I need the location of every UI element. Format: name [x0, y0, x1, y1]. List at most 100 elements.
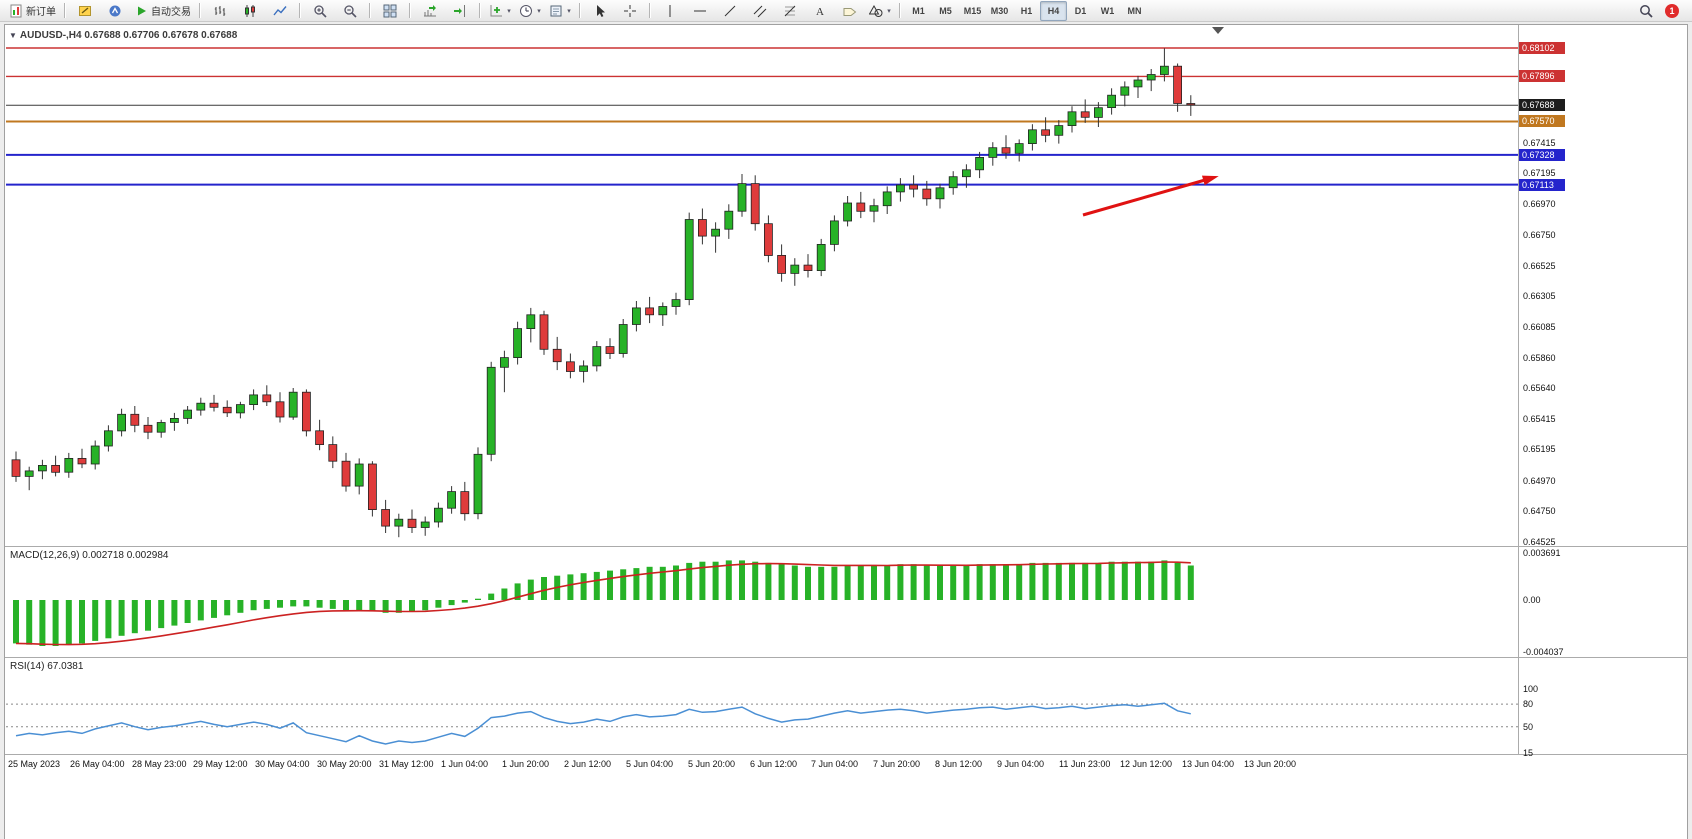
- fibonacci-icon: [783, 4, 797, 18]
- chevron-down-icon: ▾: [537, 7, 541, 15]
- bar-chart-button[interactable]: [205, 0, 235, 22]
- time-axis-label: 30 May 20:00: [317, 759, 372, 769]
- crosshair-icon: [623, 4, 637, 18]
- line-chart-button[interactable]: [265, 0, 295, 22]
- chart-title: ▼ AUDUSD-,H4 0.67688 0.67706 0.67678 0.67…: [9, 30, 237, 41]
- price-badge: 0.67328: [1519, 149, 1565, 161]
- time-axis-label: 2 Jun 12:00: [564, 759, 612, 769]
- tile-windows-button[interactable]: [375, 0, 405, 22]
- macd-axis-label: 0.003691: [1523, 548, 1561, 558]
- time-axis-label: 7 Jun 04:00: [811, 759, 859, 769]
- macd-axis-label: 0.00: [1523, 595, 1541, 605]
- time-axis-label: 31 May 12:00: [379, 759, 434, 769]
- price-badge: 0.67113: [1519, 179, 1565, 191]
- indicators-button[interactable]: ▾: [485, 0, 515, 22]
- templates-button[interactable]: ▾: [545, 0, 575, 22]
- time-axis-label: 11 Jun 23:00: [1059, 759, 1111, 769]
- search-icon: [1639, 4, 1653, 18]
- trendline-button[interactable]: [715, 0, 745, 22]
- panel-divider[interactable]: [5, 546, 1688, 547]
- vertical-line-button[interactable]: [655, 0, 685, 22]
- time-axis-label: 9 Jun 04:00: [997, 759, 1045, 769]
- rsi-axis-label: 15: [1523, 748, 1534, 758]
- timeframe-d1-button[interactable]: D1: [1074, 5, 1087, 16]
- rsi-panel-canvas[interactable]: [6, 659, 1518, 754]
- rsi-axis-label: 50: [1523, 722, 1534, 732]
- price-axis-label: 0.65640: [1523, 383, 1556, 393]
- macd-panel-canvas[interactable]: [6, 548, 1518, 656]
- price-axis-label: 0.66750: [1523, 230, 1556, 240]
- horizontal-line-icon: [693, 4, 707, 18]
- candlestick-chart-button[interactable]: [235, 0, 265, 22]
- time-axis-label: 13 Jun 20:00: [1244, 759, 1297, 769]
- symbol-period-label: AUDUSD-,H4: [19, 30, 82, 41]
- toolbar-separator: [299, 3, 301, 18]
- time-axis-label: 5 Jun 04:00: [626, 759, 674, 769]
- ohlc-values: 0.67688 0.67706 0.67678 0.67688: [84, 30, 238, 41]
- toolbar-separator: [409, 3, 411, 18]
- timeframe-h4-button[interactable]: H4: [1040, 0, 1067, 21]
- chevron-down-icon: ▾: [567, 7, 571, 15]
- time-axis-label: 1 Jun 20:00: [502, 759, 550, 769]
- price-chart-canvas[interactable]: [6, 26, 1518, 546]
- new-order-icon: [9, 4, 23, 18]
- zoom-out-icon: [343, 4, 357, 18]
- search-button[interactable]: [1631, 0, 1661, 22]
- time-axis-label: 7 Jun 20:00: [873, 759, 921, 769]
- new-order-button[interactable]: 新订单: [5, 0, 60, 22]
- price-axis-label: 0.64525: [1523, 537, 1556, 547]
- zoom-in-button[interactable]: [305, 0, 335, 22]
- time-axis-label: 25 May 2023: [8, 759, 61, 769]
- shapes-icon: [869, 4, 883, 18]
- metaeditor-button[interactable]: [70, 0, 100, 22]
- horizontal-line-button[interactable]: [685, 0, 715, 22]
- price-badge: 0.67688: [1519, 99, 1565, 111]
- autotrading-button[interactable]: 自动交易: [130, 0, 195, 22]
- toolbar-separator: [64, 3, 66, 18]
- panel-divider[interactable]: [5, 657, 1688, 658]
- cursor-button[interactable]: [585, 0, 615, 22]
- time-axis-label: 8 Jun 12:00: [935, 759, 983, 769]
- rsi-axis-label: 100: [1523, 684, 1539, 694]
- auto-scroll-button[interactable]: [415, 0, 445, 22]
- crosshair-button[interactable]: [615, 0, 645, 22]
- candlestick-icon: [243, 4, 257, 18]
- timeframe-w1-button[interactable]: W1: [1100, 5, 1115, 16]
- periodicity-button[interactable]: ▾: [515, 0, 545, 22]
- timeframe-mn-button[interactable]: MN: [1127, 5, 1142, 16]
- fibonacci-button[interactable]: [775, 0, 805, 22]
- time-axis-divider[interactable]: [5, 754, 1688, 755]
- time-axis-label: 6 Jun 12:00: [750, 759, 798, 769]
- trendline-icon: [723, 4, 737, 18]
- price-badge: 0.68102: [1519, 42, 1565, 54]
- channel-button[interactable]: [745, 0, 775, 22]
- timeframe-m1-button[interactable]: M1: [912, 5, 925, 16]
- chart-window: [4, 24, 1688, 839]
- timeframe-m5-button[interactable]: M5: [939, 5, 952, 16]
- template-icon: [549, 4, 563, 18]
- toolbar-separator: [899, 3, 901, 18]
- timeframe-group: M1 M5 M15 M30 H1 H4 D1 W1 MN: [905, 0, 1148, 21]
- text-label-button[interactable]: [835, 0, 865, 22]
- timeframe-m30-button[interactable]: M30: [990, 5, 1009, 16]
- price-axis-label: 0.64970: [1523, 476, 1556, 486]
- price-axis-label: 0.66085: [1523, 322, 1556, 332]
- chart-shift-button[interactable]: [445, 0, 475, 22]
- zoom-out-button[interactable]: [335, 0, 365, 22]
- shapes-button[interactable]: ▾: [865, 0, 895, 22]
- toolbar-separator: [579, 3, 581, 18]
- metaquotes-button[interactable]: [100, 0, 130, 22]
- metaquotes-icon: [108, 4, 122, 18]
- price-axis-label: 0.66525: [1523, 261, 1556, 271]
- timeframe-m15-button[interactable]: M15: [963, 5, 982, 16]
- line-chart-icon: [273, 4, 287, 18]
- notification-badge[interactable]: 1: [1665, 3, 1679, 18]
- tile-windows-icon: [383, 4, 397, 18]
- toolbar-separator: [649, 3, 651, 18]
- macd-label: MACD(12,26,9) 0.002718 0.002984: [10, 550, 169, 561]
- timeframe-h1-button[interactable]: H1: [1020, 5, 1033, 16]
- text-tool-button[interactable]: [805, 0, 835, 22]
- rsi-axis-label: 80: [1523, 699, 1534, 709]
- price-axis-label: 0.66970: [1523, 199, 1556, 209]
